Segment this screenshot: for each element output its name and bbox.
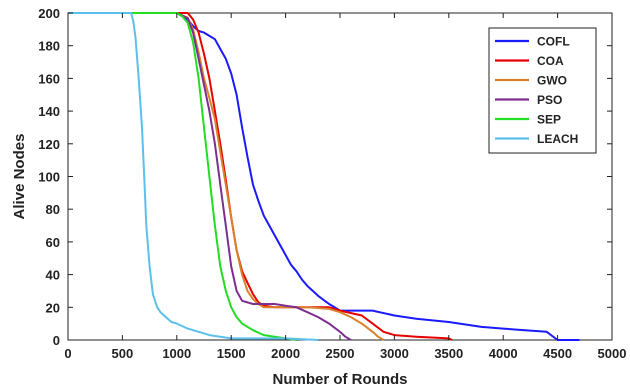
x-tick-label: 0 [64,346,71,361]
legend-label-sep: SEP [537,113,561,127]
x-tick-label: 500 [112,346,134,361]
legend-label-cofl: COFL [537,35,570,49]
x-tick-label: 4000 [489,346,518,361]
x-tick-label: 1000 [162,346,191,361]
axes-layer: 0 500 1000 1500 2000 2500 3000 3500 4000 4500 5000… [38,6,626,361]
y-tick-label: 80 [46,202,60,217]
legend-box [488,27,597,154]
y-tick-label: 180 [38,39,60,54]
y-tick-label: 140 [38,104,60,119]
series-line-pso [68,12,352,341]
series-line-gwo [68,12,385,341]
series-line-leach [68,12,319,341]
y-tick-label: 100 [38,170,60,185]
legend: COFL COA GWO PSO SEP LEACH [488,27,597,154]
x-tick-label: 1500 [217,346,246,361]
y-tick-label: 40 [46,268,60,283]
y-tick-label: 0 [53,333,60,348]
series-layer [68,12,580,341]
y-axis-label: Alive Nodes [11,134,28,220]
series-line-sep [68,12,297,341]
y-tick-label: 120 [38,137,60,152]
y-tick-label: 160 [38,71,60,86]
y-tick-label: 20 [46,300,60,315]
series-line-cofl [68,12,580,341]
legend-label-leach: LEACH [537,132,578,146]
legend-label-coa: COA [537,54,564,68]
x-tick-label: 2500 [326,346,355,361]
x-tick-label: 3500 [434,346,463,361]
y-tick-label: 60 [46,235,60,250]
x-axis-label: Number of Rounds [273,371,408,388]
x-tick-label: 2000 [271,346,300,361]
y-tick-label: 200 [38,6,60,21]
legend-label-gwo: GWO [537,74,567,88]
legend-label-pso: PSO [537,93,562,107]
x-tick-label: 5000 [598,346,627,361]
series-line-coa [68,12,453,341]
x-tick-label: 3000 [380,346,409,361]
x-tick-label: 4500 [543,346,572,361]
